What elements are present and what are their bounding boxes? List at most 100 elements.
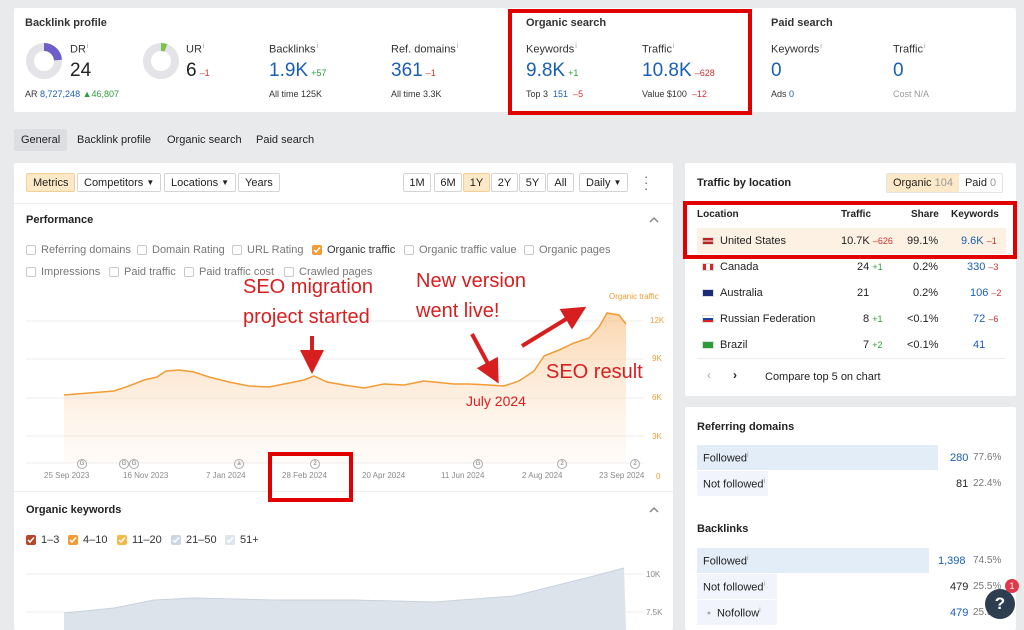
help-button[interactable]: ?: [985, 589, 1015, 619]
checkbox[interactable]: [404, 245, 414, 255]
keywords-cell[interactable]: 41: [973, 339, 986, 351]
row-value[interactable]: 81: [956, 478, 969, 490]
checkbox[interactable]: [109, 267, 119, 277]
range-6m[interactable]: 6M: [434, 173, 462, 192]
competitors-dropdown[interactable]: Competitors ▼: [77, 173, 162, 192]
keywords-area: [64, 568, 626, 630]
checkbox-checked[interactable]: [68, 535, 78, 545]
organic-keywords-value-row[interactable]: 9.8K +1: [526, 60, 578, 82]
list-item[interactable]: Not followedi 479 25.5%: [697, 574, 1006, 599]
check-referring-domains[interactable]: Referring domains: [26, 244, 131, 256]
list-item[interactable]: Followedi 280 77.6%: [697, 445, 1006, 470]
check-crawled-pages[interactable]: Crawled pages: [284, 266, 372, 278]
event-marker-2[interactable]: 2: [630, 459, 640, 469]
check-pos-4-10[interactable]: 4–10: [68, 534, 107, 546]
event-marker-g[interactable]: G: [129, 459, 139, 469]
row-pct: 22.4%: [973, 478, 1002, 489]
range-2y[interactable]: 2Y: [491, 173, 518, 192]
checkbox[interactable]: [137, 245, 147, 255]
checkbox-checked[interactable]: [171, 535, 181, 545]
range-5y[interactable]: 5Y: [519, 173, 546, 192]
checkbox[interactable]: [184, 267, 194, 277]
keywords-cell[interactable]: 330 –3: [967, 261, 999, 273]
check-url-rating[interactable]: URL Rating: [232, 244, 303, 256]
check-organic-traffic-value[interactable]: Organic traffic value: [404, 244, 517, 256]
locations-dropdown[interactable]: Locations ▼: [164, 173, 237, 192]
range-all[interactable]: All: [547, 173, 574, 192]
location-toggle[interactable]: Organic 104 Paid 0: [886, 173, 1004, 193]
top3-line: Top 3 151 –5: [526, 89, 584, 99]
refdomains-value-row[interactable]: 361 –1: [391, 60, 436, 82]
check-paid-traffic[interactable]: Paid traffic: [109, 266, 176, 278]
collapse-chevron-icon[interactable]: [648, 505, 660, 515]
event-marker-g[interactable]: G: [473, 459, 483, 469]
row-label: Followedi: [703, 555, 749, 568]
checkbox[interactable]: [524, 245, 534, 255]
table-row[interactable]: Brazil 7 +2 <0.1% 41: [697, 332, 1006, 358]
keywords-cell[interactable]: 9.6K –1: [961, 235, 997, 247]
organic-traffic-value[interactable]: 10.8K: [642, 60, 692, 81]
backlinks-value-row[interactable]: 1.9K +57: [269, 60, 326, 82]
paid-traffic-value[interactable]: 0: [893, 60, 904, 81]
prev-chevron-icon[interactable]: ‹: [707, 368, 711, 382]
table-row[interactable]: Canada 24 +1 0.2% 330 –3: [697, 254, 1006, 280]
table-row[interactable]: United States 10.7K –626 99.1% 9.6K –1: [697, 228, 1006, 254]
event-marker-g[interactable]: G: [77, 459, 87, 469]
range-1m[interactable]: 1M: [403, 173, 431, 192]
organic-keywords-value[interactable]: 9.8K: [526, 60, 566, 81]
keywords-cell[interactable]: 72 –6: [973, 313, 999, 325]
paid-keywords-value[interactable]: 0: [771, 60, 782, 81]
row-value[interactable]: 479: [950, 581, 969, 593]
tab-general[interactable]: General: [14, 129, 68, 151]
tab-paid[interactable]: Paid 0: [964, 177, 997, 189]
next-chevron-icon[interactable]: ›: [733, 368, 737, 382]
check-pos-51-plus[interactable]: 51+: [225, 534, 259, 546]
tab-paid-search[interactable]: Paid search: [256, 134, 315, 146]
xtick: 23 Sep 2024: [599, 471, 645, 480]
checkbox[interactable]: [232, 245, 242, 255]
table-row[interactable]: Australia 21 0.2% 106 –2: [697, 280, 1006, 306]
metrics-button[interactable]: Metrics: [26, 173, 76, 192]
backlinks-value[interactable]: 1.9K: [269, 60, 309, 81]
checkbox[interactable]: [26, 267, 36, 277]
granularity-dropdown[interactable]: Daily ▼: [579, 173, 629, 192]
check-pos-1-3[interactable]: 1–3: [26, 534, 59, 546]
checkbox[interactable]: [26, 245, 36, 255]
table-row[interactable]: Russian Federation 8 +1 <0.1% 72 –6: [697, 306, 1006, 332]
tab-backlink-profile[interactable]: Backlink profile: [77, 134, 151, 146]
row-value[interactable]: 280: [950, 452, 969, 464]
check-impressions[interactable]: Impressions: [26, 266, 100, 278]
check-paid-traffic-cost[interactable]: Paid traffic cost: [184, 266, 274, 278]
tab-organic-search[interactable]: Organic search: [167, 134, 242, 146]
check-pos-11-20[interactable]: 11–20: [117, 534, 162, 546]
event-marker-a[interactable]: a: [234, 459, 244, 469]
checkbox-checked[interactable]: [117, 535, 127, 545]
row-label: Followedi: [703, 452, 749, 465]
check-organic-pages[interactable]: Organic pages: [524, 244, 611, 256]
flag-us-icon: [702, 237, 714, 245]
keywords-cell[interactable]: 106 –2: [970, 287, 1002, 299]
more-menu-icon[interactable]: · · ·: [644, 169, 649, 196]
check-organic-traffic[interactable]: Organic traffic: [312, 244, 395, 256]
event-marker-2[interactable]: 2: [310, 459, 320, 469]
organic-traffic-value-row[interactable]: 10.8K –628: [642, 60, 715, 82]
event-marker-2[interactable]: 2: [557, 459, 567, 469]
tab-organic[interactable]: Organic 104: [887, 174, 959, 192]
check-pos-21-50[interactable]: 21–50: [171, 534, 217, 546]
checkbox-checked[interactable]: [26, 535, 36, 545]
checkbox-checked[interactable]: [225, 535, 235, 545]
row-value[interactable]: 1,398: [938, 555, 966, 567]
list-item[interactable]: Not followedi 81 22.4%: [697, 471, 1006, 496]
compare-top5-link[interactable]: Compare top 5 on chart: [765, 371, 881, 383]
years-button[interactable]: Years: [238, 173, 280, 192]
range-1y[interactable]: 1Y: [463, 173, 490, 192]
chart-event-markers[interactable]: G G G a 2 G 2 2: [14, 459, 673, 471]
row-value[interactable]: 479: [950, 607, 969, 619]
checkbox-checked[interactable]: [312, 245, 322, 255]
list-item[interactable]: Followedi 1,398 74.5%: [697, 548, 1006, 573]
collapse-chevron-icon[interactable]: [648, 215, 660, 225]
event-marker-g[interactable]: G: [119, 459, 129, 469]
check-domain-rating[interactable]: Domain Rating: [137, 244, 225, 256]
refdomains-value[interactable]: 361: [391, 60, 423, 81]
checkbox[interactable]: [284, 267, 294, 277]
